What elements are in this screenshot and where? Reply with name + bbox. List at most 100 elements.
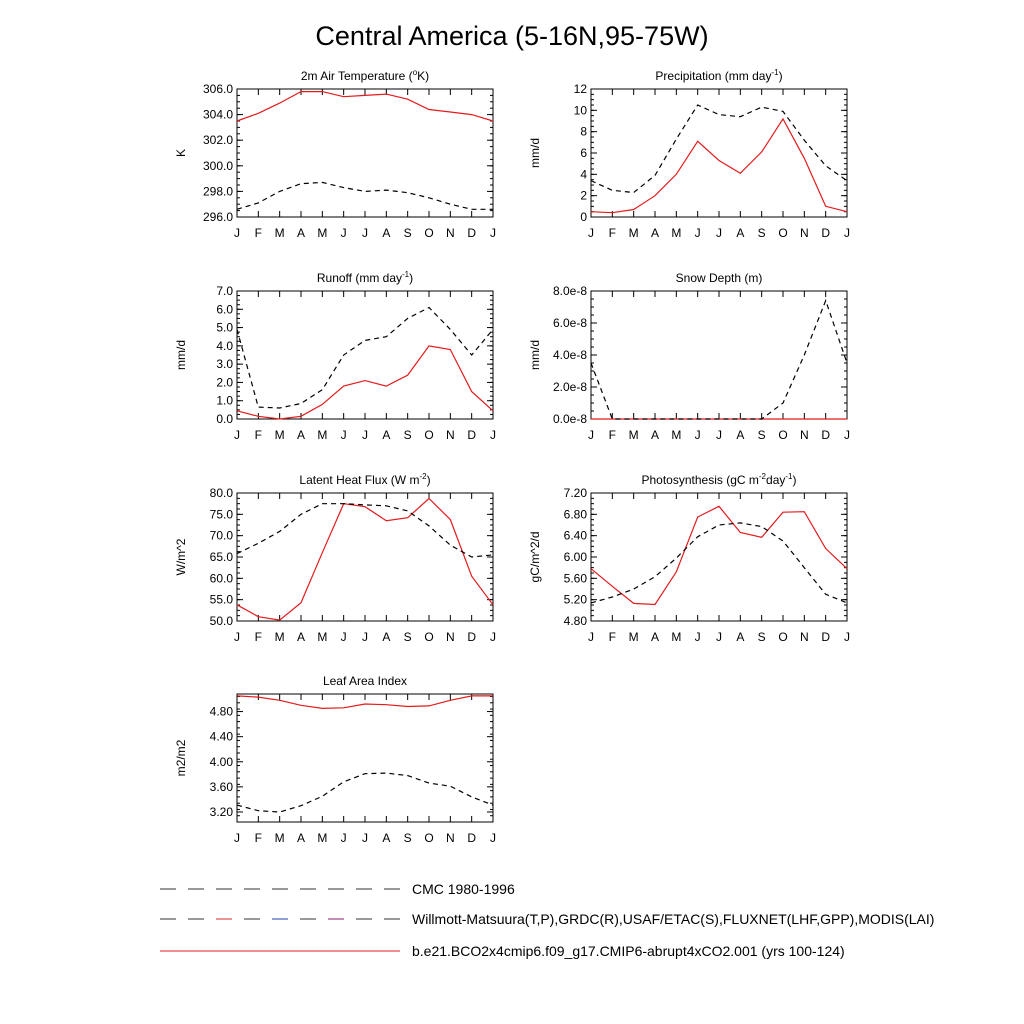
plot-frame [236,290,494,420]
y-tick-label: 4.40 [210,730,234,744]
x-tick-label: J [695,630,701,644]
solid-series-line [590,117,848,214]
x-tick-label: A [736,630,744,644]
x-tick-label: O [778,226,787,240]
x-tick-label: J [341,630,347,644]
dashed-series-line [590,104,848,194]
x-tick-label: J [716,428,722,442]
x-tick-label: O [424,428,433,442]
y-tick-label: 4.80 [210,705,234,719]
x-tick-label: J [716,226,722,240]
x-tick-label: A [651,630,659,644]
y-tick-label: 6.0 [216,302,233,316]
x-tick-label: M [317,226,327,240]
x-tick-label: J [695,428,701,442]
y-tick-label: 7.0 [216,284,233,298]
x-tick-label: A [736,428,744,442]
dashed-series-line [590,298,848,420]
chart-panel-1: 2m Air Temperature (oK)J F M A M J J A S O N D J296.… [174,68,496,240]
y-tick-label: 298.0 [203,184,233,198]
x-tick-label: M [629,630,639,644]
plot-frame [236,88,494,218]
solid-series-line [236,345,494,420]
y-tick-label: 296.0 [203,210,233,224]
y-tick-label: 1.0 [216,394,233,408]
x-tick-label: A [736,226,744,240]
y-tick-label: 6.80 [564,507,588,521]
legend-label: Willmott-Matsuura(T,P),GRDC(R),USAF/ETAC… [412,911,934,927]
x-tick-label: F [255,226,262,240]
x-tick-label: O [424,226,433,240]
x-tick-label: O [424,630,433,644]
x-tick-label: J [234,428,240,442]
solid-series-line [236,497,494,621]
x-tick-label: F [609,428,616,442]
panel-title: Photosynthesis (gC m-2day-1) [642,472,797,487]
y-tick-label: 60.0 [210,571,234,585]
x-tick-label: N [800,428,809,442]
y-tick-label: 8.0e-8 [553,284,587,298]
panel-title: Latent Heat Flux (W m-2) [299,472,430,487]
y-axis-label: W/m^2 [174,538,188,575]
x-tick-label: N [800,630,809,644]
y-tick-label: 306.0 [203,82,233,96]
x-tick-label: A [651,428,659,442]
x-tick-label: A [382,226,390,240]
y-tick-label: 2.0 [216,375,233,389]
y-tick-label: 65.0 [210,550,234,564]
x-tick-label: F [255,428,262,442]
x-tick-label: D [821,428,830,442]
y-tick-label: 12 [574,82,588,96]
x-tick-label: J [844,630,850,644]
y-tick-label: 4 [580,167,587,181]
x-tick-label: M [275,630,285,644]
x-tick-label: D [467,226,476,240]
x-tick-label: M [671,428,681,442]
x-tick-label: S [404,630,412,644]
y-tick-label: 3.0 [216,357,233,371]
x-tick-label: J [490,226,496,240]
x-tick-label: J [234,226,240,240]
x-tick-label: A [297,630,305,644]
y-tick-label: 4.0e-8 [553,348,587,362]
x-tick-label: S [758,428,766,442]
dashed-series-line [590,522,848,604]
y-axis-label: gC/m^2/d [528,532,542,583]
y-tick-label: 5.0 [216,321,233,335]
x-tick-label: A [651,226,659,240]
x-tick-label: A [297,428,305,442]
x-tick-label: S [404,428,412,442]
x-tick-label: J [588,630,594,644]
y-axis-label: mm/d [174,340,188,370]
y-tick-label: 2 [580,189,587,203]
x-tick-label: D [467,428,476,442]
x-tick-label: N [800,226,809,240]
y-tick-label: 0.0 [216,412,233,426]
x-tick-label: J [362,226,368,240]
x-tick-label: N [446,630,455,644]
x-tick-label: M [317,428,327,442]
x-tick-label: M [275,831,285,845]
x-tick-label: D [821,226,830,240]
y-axis-label: m2/m2 [174,739,188,776]
plot-frame [590,290,848,420]
x-tick-label: F [609,630,616,644]
y-tick-label: 3.60 [210,780,234,794]
legend-item-1: CMC 1980-1996 [160,881,515,897]
y-tick-label: 0.0e-8 [553,412,587,426]
panel-title: Snow Depth (m) [676,271,763,285]
page-title: Central America (5-16N,95-75W) [315,21,708,51]
y-tick-label: 4.00 [210,755,234,769]
y-tick-label: 6.0e-8 [553,316,587,330]
dashed-series-line [236,181,493,210]
plot-frame [236,693,494,823]
chart-panel-6: Photosynthesis (gC m-2day-1)J F M A M J J A S O N D… [528,472,850,644]
x-tick-label: A [382,630,390,644]
x-tick-label: F [255,630,262,644]
x-tick-label: J [341,831,347,845]
x-tick-label: J [490,428,496,442]
x-tick-label: F [609,226,616,240]
legend-label: CMC 1980-1996 [412,881,515,897]
